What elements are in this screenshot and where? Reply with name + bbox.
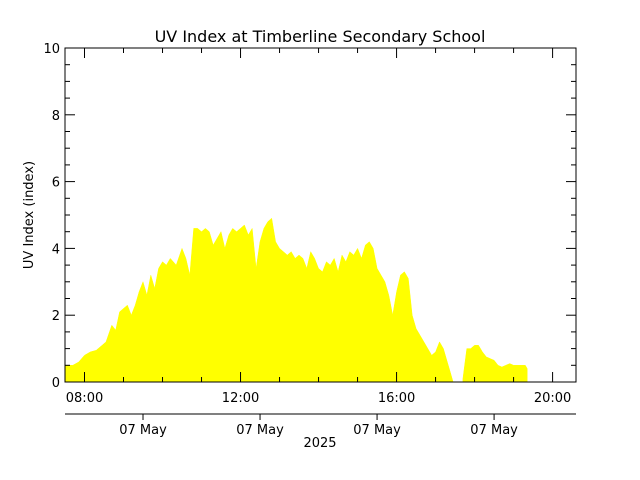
x-tick-label: 16:00 <box>378 391 415 406</box>
date-tick-label: 07 May <box>236 423 284 438</box>
date-tick-label: 07 May <box>470 423 518 438</box>
x-tick-label: 08:00 <box>66 391 103 406</box>
date-tick-label: 07 May <box>119 423 167 438</box>
y-axis-label: UV Index (index) <box>22 161 37 269</box>
uv-area-series <box>64 217 528 383</box>
y-tick-label: 6 <box>52 176 60 191</box>
year-label: 2025 <box>303 436 336 451</box>
y-tick-label: 8 <box>52 109 60 124</box>
x-tick-label: 20:00 <box>534 391 571 406</box>
x-tick-label: 12:00 <box>222 391 259 406</box>
y-tick-label: 2 <box>52 309 60 324</box>
y-axis-ticks: 0 2 4 6 8 10 <box>43 42 576 391</box>
x-axis-ticks: 08:00 12:00 16:00 20:00 <box>66 48 571 406</box>
date-axis-ticks: 07 May 07 May 07 May 07 May <box>119 414 518 438</box>
date-tick-label: 07 May <box>353 423 401 438</box>
y-tick-label: 4 <box>52 242 60 257</box>
chart-title: UV Index at Timberline Secondary School <box>155 27 486 46</box>
uv-area-segment <box>462 345 528 383</box>
y-tick-label: 10 <box>43 42 60 57</box>
uv-area-segment <box>64 217 454 383</box>
y-tick-label: 0 <box>52 376 60 391</box>
